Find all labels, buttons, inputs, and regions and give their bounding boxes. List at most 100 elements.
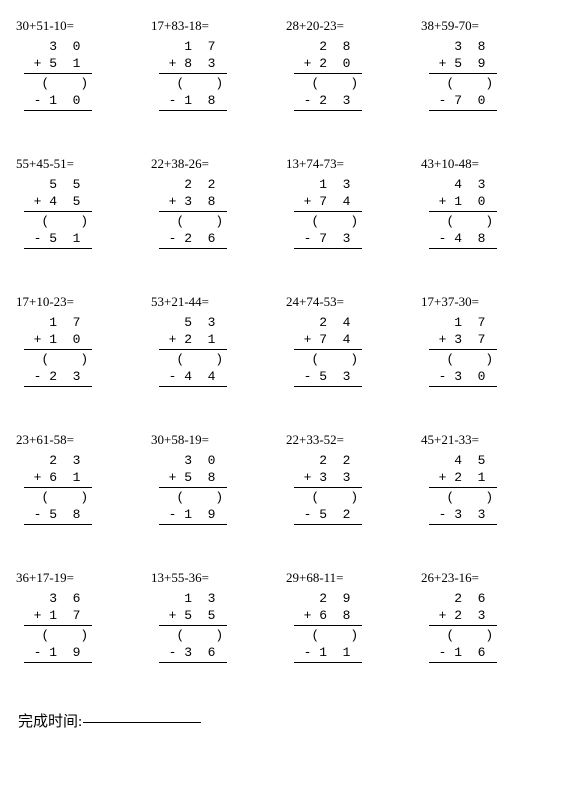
rule-line [294,73,362,74]
equation: 24+74-53= [286,294,423,310]
rule-line [294,625,362,626]
interim-result: ( ) [18,489,153,506]
addend-2: + 7 4 [288,193,423,210]
subtrahend: - 1 0 [18,92,153,109]
final-result-blank [423,388,558,405]
final-result-blank [423,664,558,681]
problem-cell: 13+55-36= 1 3 + 5 5 ( ) - 3 6 [153,570,288,708]
addend-1: 2 4 [288,314,423,331]
vertical-work: 5 3 + 2 1 ( ) - 4 4 [153,314,288,405]
interim-result: ( ) [288,75,423,92]
subtrahend: - 5 3 [288,368,423,385]
problem-cell: 28+20-23= 2 8 + 2 0 ( ) - 2 3 [288,18,423,156]
subtrahend: - 2 3 [288,92,423,109]
problem-cell: 29+68-11= 2 9 + 6 8 ( ) - 1 1 [288,570,423,708]
problem-grid: 30+51-10= 3 0 + 5 1 ( ) - 1 0 17+83-18= … [18,18,564,708]
rule-line [24,524,92,525]
rule-line [24,248,92,249]
final-result-blank [18,250,153,267]
subtrahend: - 5 1 [18,230,153,247]
vertical-work: 1 7 + 8 3 ( ) - 1 8 [153,38,288,129]
vertical-work: 2 6 + 2 3 ( ) - 1 6 [423,590,558,681]
equation: 53+21-44= [151,294,288,310]
subtrahend: - 2 6 [153,230,288,247]
rule-line [24,662,92,663]
addend-1: 3 0 [153,452,288,469]
rule-line [24,349,92,350]
addend-2: + 6 1 [18,469,153,486]
final-result-blank [153,112,288,129]
rule-line [159,211,227,212]
subtrahend: - 2 3 [18,368,153,385]
problem-cell: 30+58-19= 3 0 + 5 8 ( ) - 1 9 [153,432,288,570]
addend-2: + 1 7 [18,607,153,624]
addend-2: + 5 8 [153,469,288,486]
vertical-work: 2 8 + 2 0 ( ) - 2 3 [288,38,423,129]
rule-line [294,524,362,525]
rule-line [429,110,497,111]
problem-cell: 36+17-19= 3 6 + 1 7 ( ) - 1 9 [18,570,153,708]
final-result-blank [288,664,423,681]
equation: 22+38-26= [151,156,288,172]
interim-result: ( ) [423,489,558,506]
subtrahend: - 1 6 [423,644,558,661]
interim-result: ( ) [18,213,153,230]
rule-line [429,248,497,249]
problem-cell: 22+38-26= 2 2 + 3 8 ( ) - 2 6 [153,156,288,294]
addend-2: + 2 0 [288,55,423,72]
final-result-blank [153,526,288,543]
addend-1: 5 3 [153,314,288,331]
equation: 36+17-19= [16,570,153,586]
problem-cell: 17+37-30= 1 7 + 3 7 ( ) - 3 0 [423,294,558,432]
problem-cell: 23+61-58= 2 3 + 6 1 ( ) - 5 8 [18,432,153,570]
problem-cell: 13+74-73= 1 3 + 7 4 ( ) - 7 3 [288,156,423,294]
addend-2: + 1 0 [18,331,153,348]
interim-result: ( ) [153,213,288,230]
footer-label: 完成时间: [18,714,82,730]
addend-2: + 3 3 [288,469,423,486]
problem-cell: 26+23-16= 2 6 + 2 3 ( ) - 1 6 [423,570,558,708]
addend-1: 1 3 [288,176,423,193]
addend-1: 3 6 [18,590,153,607]
equation: 17+10-23= [16,294,153,310]
rule-line [159,662,227,663]
rule-line [159,625,227,626]
addend-1: 4 3 [423,176,558,193]
equation: 17+37-30= [421,294,558,310]
addend-1: 1 3 [153,590,288,607]
final-result-blank [423,112,558,129]
rule-line [159,349,227,350]
vertical-work: 3 8 + 5 9 ( ) - 7 0 [423,38,558,129]
subtrahend: - 1 9 [18,644,153,661]
equation: 28+20-23= [286,18,423,34]
rule-line [294,386,362,387]
subtrahend: - 3 6 [153,644,288,661]
equation: 29+68-11= [286,570,423,586]
rule-line [294,211,362,212]
interim-result: ( ) [18,75,153,92]
addend-2: + 2 1 [153,331,288,348]
vertical-work: 5 5 + 4 5 ( ) - 5 1 [18,176,153,267]
problem-cell: 53+21-44= 5 3 + 2 1 ( ) - 4 4 [153,294,288,432]
equation: 23+61-58= [16,432,153,448]
subtrahend: - 3 3 [423,506,558,523]
rule-line [429,349,497,350]
rule-line [294,487,362,488]
rule-line [429,662,497,663]
addend-1: 2 6 [423,590,558,607]
rule-line [429,73,497,74]
equation: 13+74-73= [286,156,423,172]
problem-cell: 43+10-48= 4 3 + 1 0 ( ) - 4 8 [423,156,558,294]
interim-result: ( ) [18,351,153,368]
equation: 22+33-52= [286,432,423,448]
problem-cell: 45+21-33= 4 5 + 2 1 ( ) - 3 3 [423,432,558,570]
subtrahend: - 7 3 [288,230,423,247]
problem-cell: 22+33-52= 2 2 + 3 3 ( ) - 5 2 [288,432,423,570]
interim-result: ( ) [288,489,423,506]
addend-1: 2 8 [288,38,423,55]
subtrahend: - 5 2 [288,506,423,523]
equation: 43+10-48= [421,156,558,172]
interim-result: ( ) [288,213,423,230]
interim-result: ( ) [288,351,423,368]
addend-1: 5 5 [18,176,153,193]
